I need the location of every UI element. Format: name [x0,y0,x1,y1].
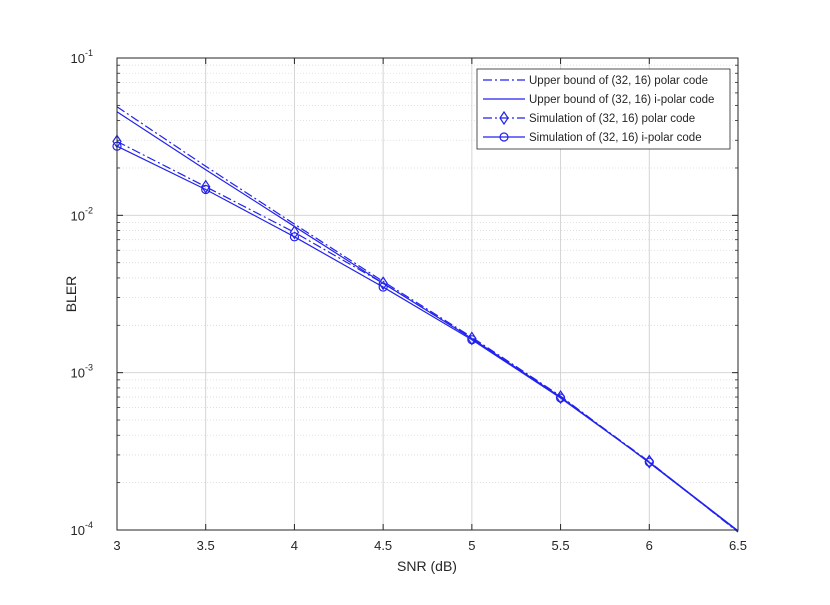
x-axis-label: SNR (dB) [397,558,457,574]
series-1 [116,106,739,532]
x-tick-label: 6.5 [729,538,747,553]
legend-entry: Simulation of (32, 16) polar code [483,110,695,126]
legend: Upper bound of (32, 16) polar code Upper … [476,68,731,150]
plot-frame [116,57,739,531]
series-layer [112,106,739,533]
legend-entry: Upper bound of (32, 16) i-polar code [483,94,714,106]
legend-entry: Upper bound of (32, 16) polar code [483,75,708,87]
x-tick-label: 4 [291,538,298,553]
circle-marker [378,282,388,292]
y-tick-label: 10-2 [71,205,93,223]
series-line [116,106,739,532]
x-tick-label: 3.5 [197,538,215,553]
x-tick-label: 5 [468,538,475,553]
diamond-marker [499,110,509,126]
diamond-marker [289,225,300,240]
circle-marker [555,393,566,403]
circle-marker [467,335,477,345]
y-tick-label: 10-1 [71,48,93,66]
y-tick-label: 10-3 [71,363,93,381]
y-tick-labels: 10-4 10-3 10-2 10-1 [71,48,93,538]
diamond-marker [200,179,211,194]
series-line [116,145,739,532]
y-tick-label: 10-4 [71,520,93,538]
legend-label: Upper bound of (32, 16) polar code [529,75,708,87]
circle-marker [644,457,654,467]
x-tick-label: 3 [113,538,120,553]
legend-label: Simulation of (32, 16) i-polar code [529,132,702,144]
x-tick-label: 6 [646,538,653,553]
circle-marker [201,184,211,195]
circle-marker [499,132,509,142]
legend-entry: Simulation of (32, 16) i-polar code [483,132,702,144]
x-tick-label: 5.5 [552,538,570,553]
axis-ticks [116,57,739,531]
legend-box [476,68,731,150]
legend-label: Simulation of (32, 16) polar code [529,113,695,125]
y-axis-label: BLER [63,276,79,313]
x-tick-label: 4.5 [374,538,392,553]
legend-label: Upper bound of (32, 16) i-polar code [529,94,714,106]
circle-marker [289,232,300,242]
x-tick-labels: 3 3.5 4 4.5 5 5.5 6 6.5 [113,538,747,553]
diamond-marker [378,276,388,291]
